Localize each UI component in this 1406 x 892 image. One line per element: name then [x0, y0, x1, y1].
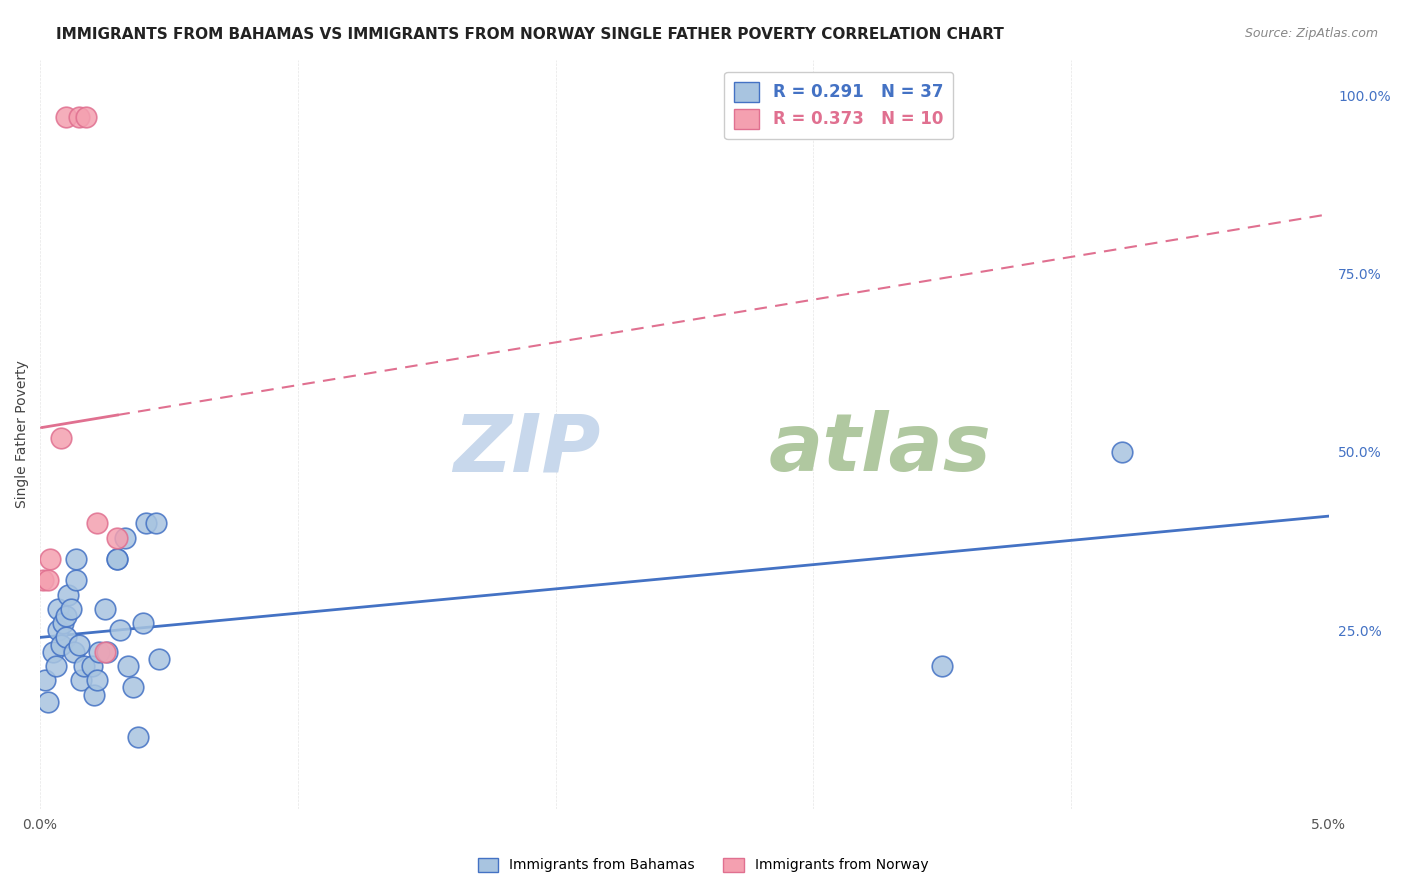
Point	[86, 516, 108, 531]
Point	[83, 688, 105, 702]
Point	[42, 645, 65, 659]
Point	[145, 516, 167, 531]
Point	[60, 602, 83, 616]
Point	[55, 110, 77, 124]
Point	[65, 574, 87, 588]
Point	[70, 673, 93, 688]
Point	[55, 631, 77, 645]
Point	[931, 659, 953, 673]
Point	[49, 431, 72, 445]
Point	[39, 552, 62, 566]
Point	[37, 695, 59, 709]
Point	[31, 574, 53, 588]
Point	[55, 609, 77, 624]
Point	[93, 645, 115, 659]
Text: IMMIGRANTS FROM BAHAMAS VS IMMIGRANTS FROM NORWAY SINGLE FATHER POVERTY CORRELAT: IMMIGRANTS FROM BAHAMAS VS IMMIGRANTS FR…	[56, 27, 1004, 42]
Point	[73, 659, 96, 673]
Point	[58, 588, 80, 602]
Point	[76, 110, 98, 124]
Legend: R = 0.291   N = 37, R = 0.373   N = 10: R = 0.291 N = 37, R = 0.373 N = 10	[724, 71, 953, 139]
Point	[67, 110, 90, 124]
Text: Source: ZipAtlas.com: Source: ZipAtlas.com	[1244, 27, 1378, 40]
Text: ZIP: ZIP	[453, 410, 600, 488]
Point	[65, 552, 87, 566]
Point	[122, 681, 145, 695]
Point	[49, 638, 72, 652]
Point	[62, 645, 84, 659]
Point	[135, 516, 157, 531]
Point	[132, 616, 155, 631]
Point	[108, 624, 131, 638]
Point	[37, 574, 59, 588]
Point	[34, 673, 56, 688]
Point	[46, 624, 69, 638]
Point	[107, 531, 129, 545]
Point	[86, 673, 108, 688]
Point	[96, 645, 118, 659]
Point	[52, 616, 75, 631]
Point	[67, 638, 90, 652]
Point	[1111, 445, 1133, 459]
Point	[45, 659, 67, 673]
Point	[107, 552, 129, 566]
Point	[114, 531, 136, 545]
Point	[127, 731, 149, 745]
Point	[148, 652, 170, 666]
Legend: Immigrants from Bahamas, Immigrants from Norway: Immigrants from Bahamas, Immigrants from…	[472, 852, 934, 878]
Point	[80, 659, 103, 673]
Point	[89, 645, 111, 659]
Point	[46, 602, 69, 616]
Point	[107, 552, 129, 566]
Point	[93, 602, 115, 616]
Point	[117, 659, 139, 673]
Text: atlas: atlas	[768, 410, 991, 488]
Y-axis label: Single Father Poverty: Single Father Poverty	[15, 360, 30, 508]
